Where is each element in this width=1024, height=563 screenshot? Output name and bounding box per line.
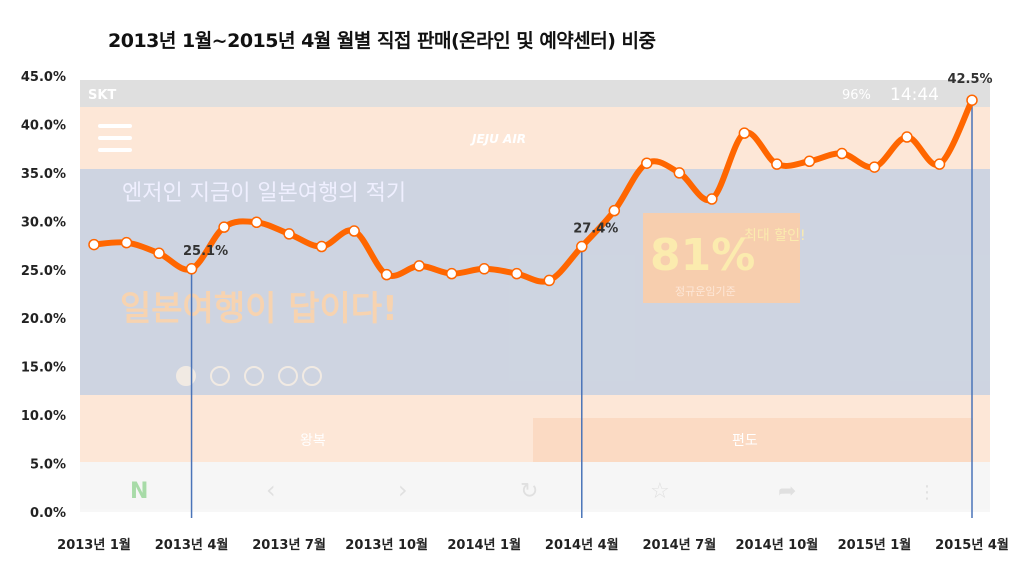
- x-tick-label: 2013년 1월: [57, 537, 131, 553]
- x-tick-label: 2013년 4월: [155, 537, 229, 553]
- forward-icon: ›: [398, 476, 408, 504]
- data-point: [185, 263, 198, 275]
- y-tick-label: 45.0%: [21, 70, 66, 85]
- status-carrier: SKT: [88, 88, 116, 103]
- data-labels: 25.1% 27.4% 42.5%: [183, 72, 993, 259]
- x-tick-label: 2015년 4월: [935, 537, 1009, 553]
- data-point: [868, 161, 881, 173]
- data-point: [576, 240, 588, 253]
- data-point: [641, 157, 653, 169]
- data-point: [608, 204, 621, 217]
- headline: 일본여행이 답이다!: [120, 289, 398, 329]
- y-axis: 0.0% 5.0% 10.0% 15.0% 20.0% 25.0% 30.0% 35.0% 40…: [21, 70, 66, 521]
- y-tick-label: 25.0%: [21, 264, 66, 279]
- x-tick-label: 2014년 10월: [736, 537, 819, 553]
- tab-round-trip: 왕복: [300, 433, 326, 449]
- promo-small: 최대 할인!: [744, 228, 806, 244]
- data-point: [933, 158, 946, 170]
- y-tick-label: 0.0%: [30, 506, 66, 521]
- data-point: [380, 268, 393, 281]
- status-battery: 96%: [842, 88, 871, 103]
- data-label: 27.4%: [573, 222, 618, 237]
- y-tick-label: 20.0%: [21, 312, 66, 327]
- chart-title: 2013년 1월~2015년 4월 월별 직접 판매(온라인 및 예약센터) 비…: [108, 30, 656, 52]
- annotations: [190, 100, 973, 518]
- data-point: [510, 267, 523, 280]
- x-tick-label: 2013년 10월: [345, 537, 428, 553]
- back-icon: ‹: [266, 476, 276, 504]
- carousel-dots: [176, 366, 322, 386]
- y-tick-label: 5.0%: [30, 458, 66, 473]
- star-icon: ☆: [650, 479, 670, 504]
- data-point: [153, 247, 165, 260]
- x-tick-label: 2015년 1월: [838, 537, 912, 553]
- promo-big: 81%: [650, 230, 755, 281]
- data-point: [315, 240, 328, 253]
- x-axis: 2013년 1월 2013년 4월 2013년 7월 2013년 10월 2014년 1…: [57, 537, 1009, 553]
- x-tick-label: 2014년 7월: [642, 537, 716, 553]
- x-tick-label: 2014년 1월: [447, 537, 521, 553]
- status-time: 14:44: [890, 85, 939, 105]
- background-screenshot: SKT 96% 14:44 JEJU AIR 엔저인 지금이 일본여행의 적기 …: [80, 80, 990, 512]
- data-point: [836, 147, 848, 160]
- data-point: [348, 225, 360, 237]
- data-point: [283, 228, 295, 240]
- data-point: [120, 236, 133, 249]
- status-bar: [80, 80, 990, 107]
- data-point: [706, 193, 718, 205]
- menu-icon: [98, 124, 132, 152]
- refresh-icon: ↻: [520, 479, 538, 504]
- data-point: [771, 158, 783, 170]
- y-tick-label: 10.0%: [21, 409, 66, 424]
- app-header: [80, 107, 990, 169]
- data-point: [88, 238, 100, 251]
- promo-box: [643, 213, 800, 303]
- data-label: 42.5%: [947, 72, 992, 87]
- y-tick-label: 15.0%: [21, 361, 66, 376]
- series-line: [91, 97, 975, 285]
- data-point: [738, 127, 751, 139]
- headline-small: 엔저인 지금이 일본여행의 적기: [122, 181, 406, 206]
- data-point: [901, 131, 913, 143]
- more-icon: ⋮: [918, 482, 936, 503]
- y-tick-label: 35.0%: [21, 167, 66, 182]
- data-point: [445, 267, 458, 280]
- data-point: [250, 216, 263, 229]
- data-point: [478, 263, 490, 275]
- tab-one-way: 편도: [732, 433, 758, 449]
- data-point: [543, 274, 556, 287]
- data-point: [966, 94, 978, 106]
- naver-icon: N: [130, 479, 148, 504]
- markers: [88, 94, 978, 287]
- bottom-nav: [80, 462, 990, 512]
- x-tick-label: 2014년 4월: [545, 537, 619, 553]
- brand-logo: JEJU AIR: [470, 132, 526, 146]
- share-icon: ➦: [778, 479, 796, 504]
- data-label: 25.1%: [183, 244, 228, 259]
- x-tick-label: 2013년 7월: [252, 537, 326, 553]
- data-point: [413, 260, 425, 272]
- y-tick-label: 40.0%: [21, 118, 66, 133]
- y-tick-label: 30.0%: [21, 215, 66, 230]
- tab-oneway-bg: [533, 418, 973, 462]
- data-point: [218, 221, 230, 233]
- promo-note: 정규운임기준: [675, 285, 736, 298]
- data-point: [673, 167, 686, 179]
- data-point: [803, 155, 816, 168]
